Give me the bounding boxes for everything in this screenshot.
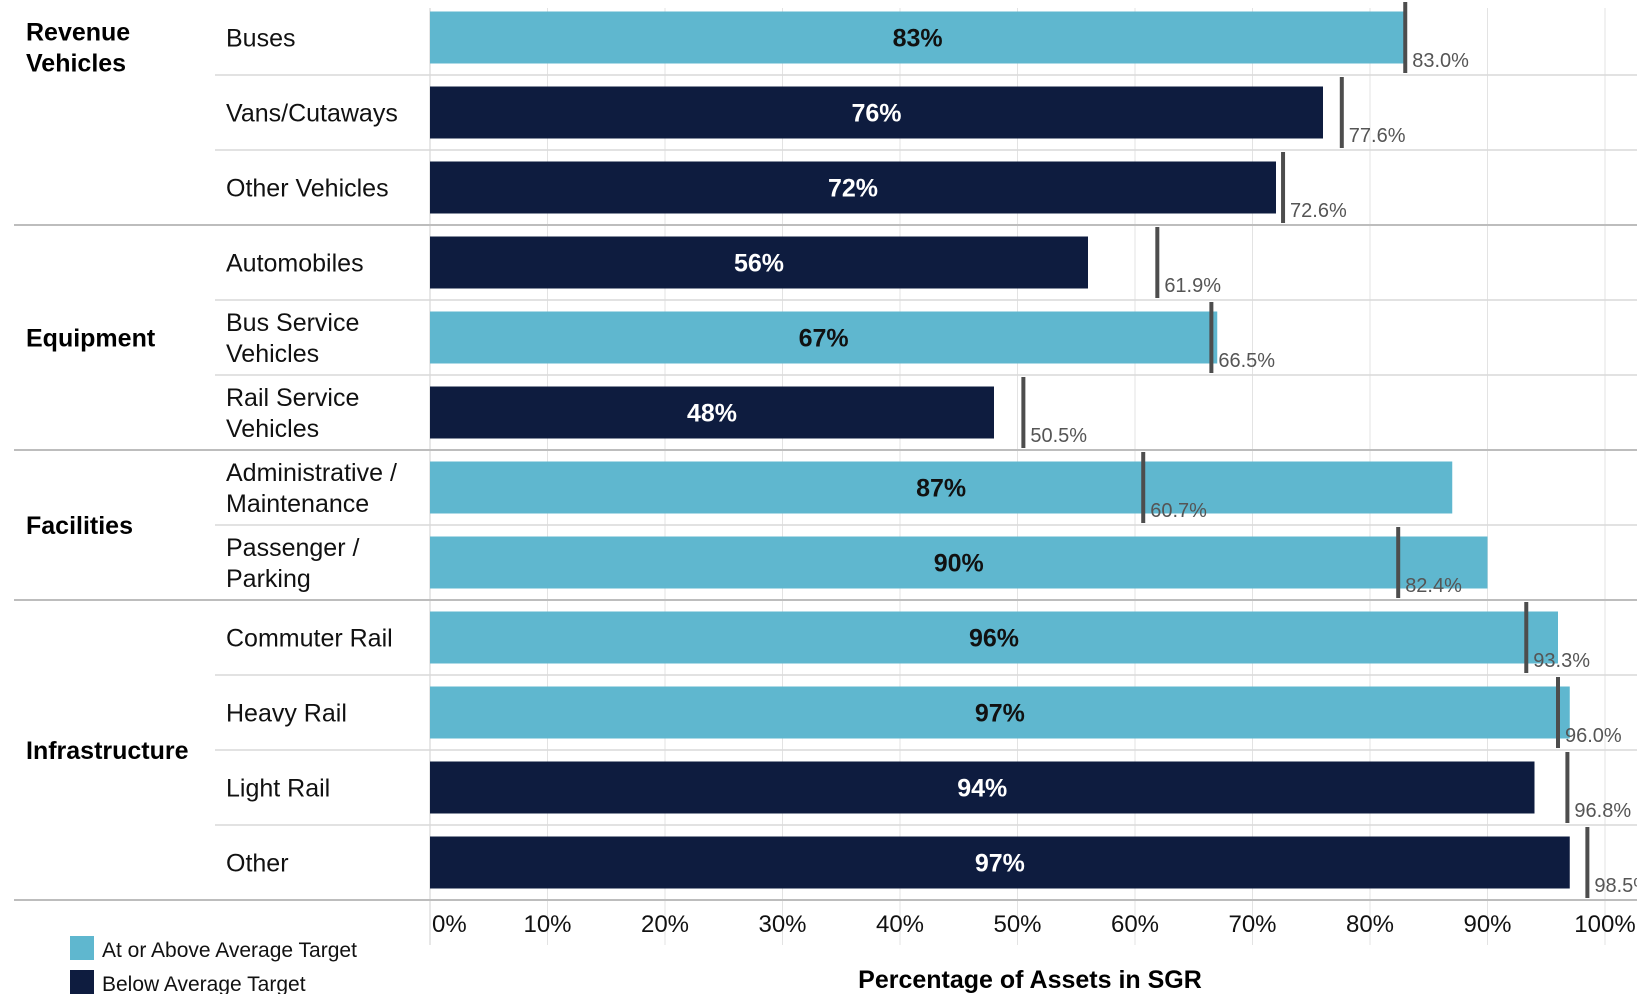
- bars: [430, 2, 1590, 898]
- bar-value-label: 67%: [799, 325, 849, 353]
- target-value-label: 83.0%: [1412, 50, 1469, 72]
- x-tick-label: 70%: [1228, 911, 1276, 938]
- x-tick-label: 60%: [1111, 911, 1159, 938]
- category-label: Vehicles: [226, 340, 319, 368]
- bar-value-label: 87%: [916, 475, 966, 503]
- x-tick-label: 10%: [523, 911, 571, 938]
- category-label: Parking: [226, 565, 311, 593]
- target-value-label: 60.7%: [1150, 500, 1207, 522]
- bar: [430, 536, 1488, 589]
- group-label: Equipment: [26, 325, 156, 353]
- group-label: Vehicles: [26, 50, 126, 78]
- bar: [430, 686, 1570, 739]
- category-label: Automobiles: [226, 250, 364, 278]
- category-label: Maintenance: [226, 490, 369, 518]
- x-tick-label: 30%: [758, 911, 806, 938]
- x-tick-label: 20%: [641, 911, 689, 938]
- x-tick-label: 0%: [432, 911, 467, 938]
- category-label: Passenger /: [226, 534, 359, 562]
- target-value-label: 96.0%: [1565, 725, 1622, 747]
- legend-swatch-below: [70, 970, 94, 994]
- target-value-label: 96.8%: [1574, 800, 1631, 822]
- group-label: Infrastructure: [26, 737, 189, 765]
- bar: [430, 161, 1276, 214]
- legend-label-below: Below Average Target: [102, 973, 306, 994]
- target-value-label: 72.6%: [1290, 200, 1347, 222]
- bar-value-label: 56%: [734, 250, 784, 278]
- bar-value-label: 96%: [969, 625, 1019, 653]
- x-tick-label: 80%: [1346, 911, 1394, 938]
- category-label: Light Rail: [226, 775, 330, 803]
- category-label: Vehicles: [226, 415, 319, 443]
- bar: [430, 236, 1088, 289]
- category-label: Buses: [226, 25, 295, 53]
- category-label: Rail Service: [226, 384, 359, 412]
- target-value-label: 61.9%: [1164, 275, 1221, 297]
- bar-value-label: 90%: [934, 550, 984, 578]
- bar-value-label: 72%: [828, 175, 878, 203]
- legend-label-above: At or Above Average Target: [102, 939, 357, 962]
- bar: [430, 836, 1570, 889]
- category-label: Commuter Rail: [226, 625, 393, 653]
- x-tick-label: 90%: [1463, 911, 1511, 938]
- group-label: Revenue: [26, 19, 130, 47]
- x-tick-label: 100%: [1574, 911, 1635, 938]
- group-label: Facilities: [26, 512, 133, 540]
- category-label: Bus Service: [226, 309, 359, 337]
- target-value-label: 98.5%: [1594, 875, 1637, 897]
- bar: [430, 11, 1406, 64]
- legend: At or Above Average Target Below Average…: [70, 936, 357, 994]
- bar: [430, 461, 1453, 514]
- category-label: Vans/Cutaways: [226, 100, 398, 128]
- x-tick-label: 50%: [993, 911, 1041, 938]
- x-axis-ticks: 0% 10% 20% 30% 40% 50% 60% 70% 80% 90% 100%: [432, 911, 1636, 938]
- category-label: Heavy Rail: [226, 700, 347, 728]
- bar: [430, 611, 1558, 664]
- target-value-label: 50.5%: [1030, 425, 1087, 447]
- bar-value-label: 97%: [975, 850, 1025, 878]
- target-value-label: 93.3%: [1533, 650, 1590, 672]
- bar: [430, 386, 994, 439]
- category-label: Administrative /: [226, 459, 397, 487]
- labels: 83% 83.0% Buses 76% 77.6% Vans/Cutaways 72% 72.…: [26, 19, 1637, 898]
- bar-value-label: 94%: [957, 775, 1007, 803]
- x-axis-label: Percentage of Assets in SGR: [858, 966, 1202, 994]
- bar-value-label: 83%: [893, 25, 943, 53]
- bar: [430, 761, 1535, 814]
- bar-value-label: 48%: [687, 400, 737, 428]
- target-value-label: 82.4%: [1405, 575, 1462, 597]
- x-tick-label: 40%: [876, 911, 924, 938]
- bar-value-label: 97%: [975, 700, 1025, 728]
- bar-value-label: 76%: [851, 100, 901, 128]
- bar: [430, 86, 1323, 139]
- bar: [430, 311, 1218, 364]
- target-value-label: 66.5%: [1218, 350, 1275, 372]
- target-value-label: 77.6%: [1349, 125, 1406, 147]
- category-label: Other: [226, 850, 289, 878]
- category-label: Other Vehicles: [226, 175, 389, 203]
- legend-swatch-above: [70, 936, 94, 960]
- row-separators: [14, 74, 1637, 901]
